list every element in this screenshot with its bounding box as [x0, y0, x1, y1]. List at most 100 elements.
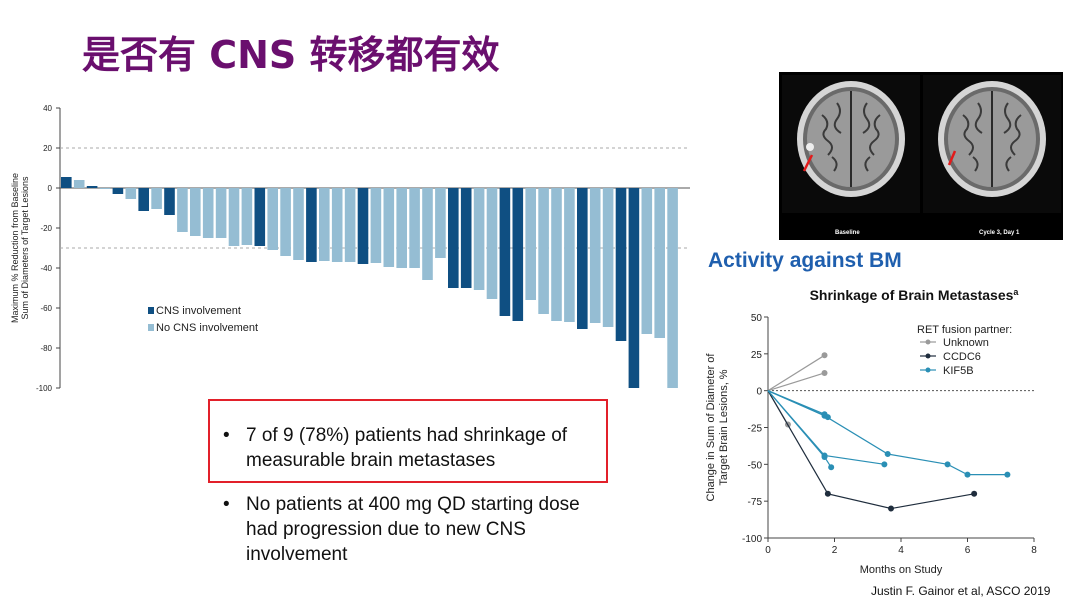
waterfall-chart: 40 20 0 -20 -40 -60 -80 -100 Maximum % Reduction…: [10, 104, 690, 393]
series-line: [767, 354, 825, 392]
waterfall-bar: [473, 188, 485, 290]
y-tick-label: -100: [36, 384, 53, 393]
data-point: [971, 490, 978, 497]
waterfall-bar: [177, 188, 188, 232]
waterfall-bar: [538, 188, 549, 314]
y-axis-label: Target Brain Lesions, %: [718, 369, 730, 485]
y-tick-label: 25: [751, 350, 763, 361]
waterfall-bar: [344, 188, 356, 262]
bullet-glyph: •: [223, 494, 230, 515]
data-point: [884, 451, 891, 458]
waterfall-bar: [164, 188, 175, 215]
series-line: [767, 390, 1008, 476]
legend-label: KIF5B: [943, 365, 974, 377]
series-line: [767, 372, 825, 392]
y-tick-label: -100: [742, 534, 762, 545]
y-tick-label: 20: [43, 144, 52, 153]
legend-swatch: [148, 324, 154, 331]
waterfall-bar: [641, 188, 653, 334]
waterfall-bar: [293, 188, 304, 260]
waterfall-bar: [61, 177, 72, 188]
legend-label: No CNS involvement: [156, 322, 258, 334]
citation: Justin F. Gainor et al, ASCO 2019: [871, 584, 1051, 598]
series-line: [767, 390, 975, 510]
waterfall-bar: [99, 188, 111, 189]
y-tick-label: 0: [756, 387, 762, 398]
brain-mri-panel: Baseline Cycle 3, Day 1: [779, 72, 1063, 240]
y-axis-label: Maximum % Reduction from Baseline: [10, 173, 20, 323]
y-axis-label-group: Change in Sum of Diameter of Target Brain…: [705, 353, 730, 502]
bullet-text-shrinkage: 7 of 9 (78%) patients had shrinkage of m…: [246, 425, 568, 471]
mri-baseline-image: [782, 75, 920, 213]
legend-title: RET fusion partner:: [917, 324, 1012, 336]
data-point: [821, 453, 828, 460]
waterfall-bar: [602, 188, 614, 327]
waterfall-bar: [628, 188, 640, 388]
mri-followup-caption: Cycle 3, Day 1: [979, 230, 1020, 236]
bullet-glyph: •: [223, 425, 230, 446]
waterfall-bar: [435, 188, 446, 258]
data-point: [821, 352, 828, 359]
waterfall-bar: [151, 188, 162, 209]
waterfall-bar: [460, 188, 472, 288]
slide-title: 是否有 CNS 转移都有效: [82, 33, 500, 77]
waterfall-bar: [525, 188, 536, 300]
waterfall-bar: [280, 188, 291, 256]
x-tick-label: 6: [965, 545, 971, 556]
waterfall-bar: [396, 188, 407, 268]
waterfall-bar: [215, 188, 227, 238]
data-point: [881, 461, 888, 468]
data-point: [824, 490, 831, 497]
waterfall-bar: [73, 180, 85, 188]
highlight-box: [208, 399, 608, 483]
data-point: [1004, 471, 1011, 478]
waterfall-bar: [357, 188, 369, 264]
waterfall-bar: [138, 188, 149, 211]
waterfall-bar: [667, 188, 678, 388]
legend-marker: [925, 339, 931, 345]
data-point: [964, 471, 971, 478]
chart-title-superscript: a: [1013, 287, 1019, 297]
waterfall-bar: [448, 188, 459, 288]
waterfall-bar: [499, 188, 511, 316]
waterfall-bar: [190, 188, 201, 236]
waterfall-bar: [486, 188, 498, 299]
waterfall-bar: [306, 188, 317, 262]
waterfall-bar: [254, 188, 266, 246]
waterfall-bar: [564, 188, 575, 322]
waterfall-bar: [409, 188, 420, 268]
waterfall-bar: [577, 188, 588, 329]
legend-marker: [925, 353, 931, 359]
y-tick-label: -20: [40, 224, 52, 233]
legend-label: Unknown: [943, 337, 989, 349]
data-point: [821, 412, 828, 419]
waterfall-bar: [654, 188, 665, 338]
waterfall-bar: [383, 188, 395, 267]
y-axis-label: Change in Sum of Diameter of: [705, 353, 717, 502]
activity-heading: Activity against BM: [708, 249, 902, 272]
x-axis-label: Months on Study: [860, 564, 943, 576]
y-tick-label: 0: [48, 184, 53, 193]
y-tick-label: -80: [40, 344, 52, 353]
data-point: [888, 505, 895, 512]
y-tick-label: 50: [751, 313, 763, 324]
waterfall-bar: [512, 188, 524, 321]
waterfall-bar: [422, 188, 433, 280]
y-axis-label-group: Maximum % Reduction from Baseline Sum of …: [10, 173, 30, 323]
chart-title: Shrinkage of Brain Metastasesa: [810, 287, 1020, 303]
waterfall-bar: [112, 188, 124, 194]
waterfall-bar: [319, 188, 330, 261]
waterfall-bar: [370, 188, 382, 263]
waterfall-bar: [331, 188, 343, 262]
y-tick-label: -75: [748, 497, 763, 508]
brain-metastases-line-chart: Shrinkage of Brain Metastasesa 50 25 0 -25 -5…: [705, 287, 1037, 576]
waterfall-bar: [241, 188, 253, 245]
x-tick-label: 0: [765, 545, 771, 556]
data-point: [821, 369, 828, 376]
waterfall-bar: [202, 188, 214, 238]
y-tick-label: 40: [43, 104, 52, 113]
waterfall-bar: [589, 188, 601, 323]
x-tick-label: 2: [832, 545, 838, 556]
mri-baseline-caption: Baseline: [835, 230, 860, 236]
legend-marker: [925, 367, 931, 373]
